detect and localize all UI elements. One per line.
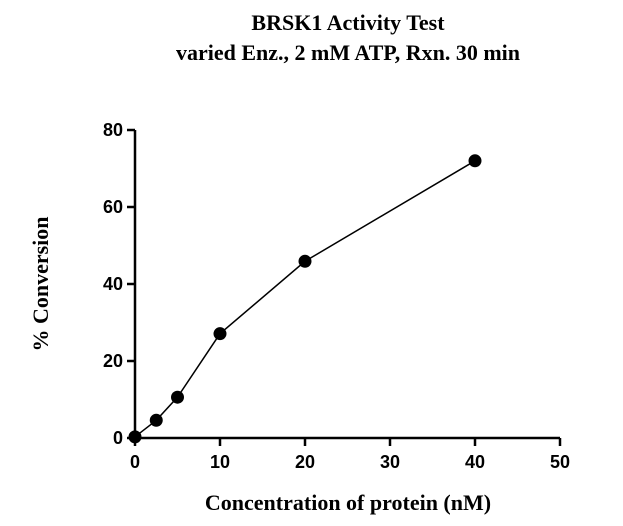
x-tick-label-0: 0 bbox=[130, 452, 140, 472]
x-tick-label-5: 50 bbox=[550, 452, 570, 472]
data-point-2 bbox=[171, 390, 184, 404]
x-tick-label-3: 30 bbox=[380, 452, 400, 472]
plot-area: 0 20 40 60 80 0 10 20 30 40 50 bbox=[103, 120, 570, 472]
data-point-4 bbox=[298, 254, 312, 268]
y-tick-label-2: 40 bbox=[103, 274, 123, 294]
chart-title: BRSK1 Activity Test bbox=[251, 10, 445, 35]
y-tick-label-0: 0 bbox=[113, 428, 123, 448]
data-point-0 bbox=[128, 430, 142, 444]
y-axis-ticks: 0 20 40 60 80 bbox=[103, 120, 135, 448]
data-point-5 bbox=[468, 154, 482, 168]
y-axis-label: % Conversion bbox=[28, 216, 53, 351]
series-group bbox=[128, 154, 482, 444]
y-tick-label-4: 80 bbox=[103, 120, 123, 140]
x-tick-label-4: 40 bbox=[465, 452, 485, 472]
x-tick-label-2: 20 bbox=[295, 452, 315, 472]
chart-subtitle: varied Enz., 2 mM ATP, Rxn. 30 min bbox=[176, 40, 520, 65]
x-axis-label: Concentration of protein (nM) bbox=[205, 490, 491, 515]
x-tick-label-1: 10 bbox=[210, 452, 230, 472]
series-line-0 bbox=[134, 160, 476, 438]
data-point-1 bbox=[149, 413, 163, 427]
y-tick-label-3: 60 bbox=[103, 197, 123, 217]
x-axis-ticks: 0 10 20 30 40 50 bbox=[130, 438, 570, 472]
y-tick-label-1: 20 bbox=[103, 351, 123, 371]
data-point-3 bbox=[213, 327, 227, 341]
